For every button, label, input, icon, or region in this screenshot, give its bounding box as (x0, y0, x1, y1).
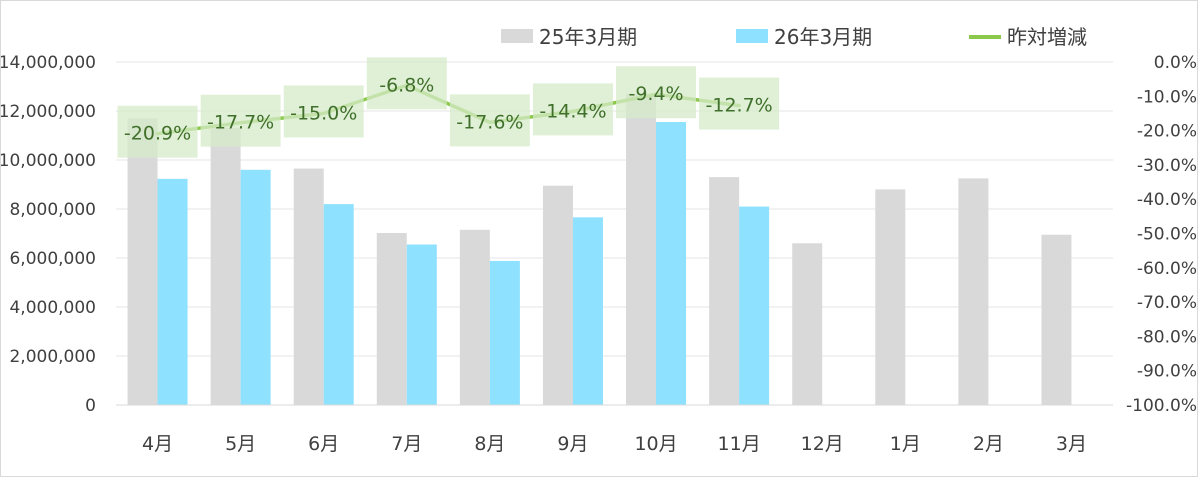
x-tick-label: 4月 (142, 433, 173, 455)
x-axis-ticks: 4月 5月 6月 7月 8月 9月 10月 11月 12月 1月 2月 3月 (142, 433, 1087, 455)
gridlines (116, 61, 1113, 357)
left-tick-label: 0 (85, 396, 96, 416)
x-tick-label: 6月 (308, 433, 339, 455)
data-label: -20.9% (124, 123, 191, 145)
right-tick-label: -70.0% (1137, 293, 1197, 313)
left-tick-label: 4,000,000 (9, 298, 96, 318)
data-label-box (532, 83, 613, 136)
x-tick-label: 11月 (718, 433, 761, 455)
x-tick-label: 10月 (634, 433, 677, 455)
bar-prev-year (875, 189, 906, 405)
data-label: -17.6% (456, 111, 523, 133)
bar-current-year (739, 206, 770, 405)
legend-label: 26年3月期 (774, 25, 872, 49)
data-label: -12.7% (706, 95, 773, 117)
data-label-box (616, 66, 697, 119)
x-tick-label: 8月 (474, 433, 505, 455)
left-tick-label: 14,000,000 (1, 53, 96, 73)
right-tick-label: -60.0% (1137, 259, 1197, 279)
left-tick-label: 12,000,000 (1, 102, 96, 122)
data-label: -17.7% (207, 112, 274, 134)
right-tick-label: -100.0% (1126, 396, 1197, 416)
right-tick-label: -80.0% (1137, 327, 1197, 347)
x-tick-label: 9月 (557, 433, 588, 455)
bar-prev-year (293, 168, 324, 405)
data-label: -14.4% (539, 100, 606, 122)
bar-prev-year (709, 177, 740, 405)
x-tick-label: 2月 (973, 433, 1004, 455)
x-tick-label: 12月 (801, 433, 844, 455)
legend-swatch (501, 29, 533, 43)
x-tick-label: 1月 (890, 433, 921, 455)
bar-prev-year (1041, 234, 1072, 405)
x-tick-label: 3月 (1056, 433, 1087, 455)
legend-label: 25年3月期 (539, 25, 637, 49)
left-tick-label: 10,000,000 (1, 151, 96, 171)
bar-current-year (489, 260, 520, 405)
right-tick-label: 0.0% (1154, 53, 1197, 73)
bar-group (127, 93, 1072, 406)
data-label-box (366, 57, 447, 110)
data-label-box (699, 77, 780, 130)
x-tick-label: 5月 (225, 433, 256, 455)
right-tick-label: -20.0% (1137, 122, 1197, 142)
bar-prev-year (376, 233, 407, 405)
bar-prev-year (459, 229, 490, 405)
bar-current-year (406, 244, 437, 405)
right-tick-label: -10.0% (1137, 87, 1197, 107)
left-tick-label: 8,000,000 (9, 200, 96, 220)
right-tick-label: -30.0% (1137, 156, 1197, 176)
data-label: -9.4% (628, 83, 683, 105)
data-label: -6.8% (379, 74, 434, 96)
bar-current-year (323, 204, 354, 405)
right-tick-label: -50.0% (1137, 225, 1197, 245)
legend: 25年3月期 26年3月期 昨対増減 (501, 25, 1087, 49)
legend-label: 昨対増減 (1007, 25, 1087, 49)
legend-swatch (736, 29, 768, 43)
bar-current-year (157, 178, 188, 405)
bar-current-year (656, 122, 687, 406)
bar-prev-year (542, 185, 573, 405)
data-label-box (283, 85, 364, 138)
bar-prev-year (792, 243, 823, 405)
right-axis-ticks: 0.0% -10.0% -20.0% -30.0% -40.0% -50.0% -60.0%… (1126, 53, 1197, 416)
data-label-box (449, 94, 530, 147)
bar-prev-year (958, 178, 989, 405)
right-tick-label: -90.0% (1137, 362, 1197, 382)
bar-current-year (240, 169, 271, 405)
right-tick-label: -40.0% (1137, 190, 1197, 210)
data-label-box (117, 105, 198, 158)
bar-prev-year (210, 128, 241, 405)
left-axis-ticks: 0 2,000,000 4,000,000 6,000,000 8,000,000 10,… (0, 53, 96, 416)
bar-current-year (572, 217, 603, 405)
bar-prev-year (127, 118, 158, 405)
bar-prev-year (626, 93, 657, 405)
data-label-box (200, 94, 281, 147)
left-tick-label: 6,000,000 (9, 249, 96, 269)
left-tick-label: 2,000,000 (9, 347, 96, 367)
x-tick-label: 7月 (391, 433, 422, 455)
data-label: -15.0% (290, 102, 357, 124)
data-labels: -20.9% -17.7% -15.0% -6.8% -17.6% -14.4% -9.4%… (117, 57, 780, 158)
